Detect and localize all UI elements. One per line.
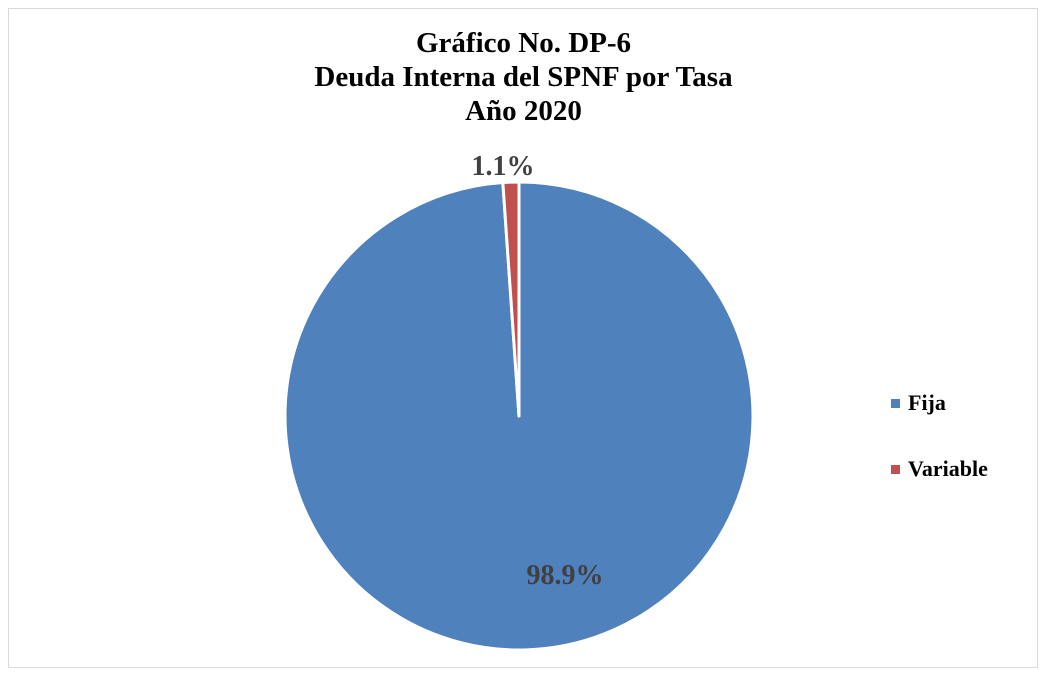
legend-swatch-variable [891,464,900,474]
chart-title-line-3: Año 2020 [465,95,582,127]
legend-swatch-fija [891,398,900,408]
pie-slices [283,180,755,652]
chart-legend: Fija Variable [891,388,988,520]
chart-title-line-1: Gráfico No. DP-6 [415,27,632,59]
legend-label-variable: Variable [908,456,988,481]
chart-title-line-2: Deuda Interna del SPNF por Tasa [314,61,733,93]
pie-slice-variable [501,180,521,418]
slice-label-fija: 98.9% [527,560,604,591]
legend-item-variable: Variable [891,454,988,484]
legend-label-fija: Fija [908,390,946,415]
slice-label-variable: 1.1% [472,151,535,182]
legend-item-fija: Fija [891,388,988,418]
chart-title: Gráfico No. DP-6 Deuda Interna del SPNF … [0,26,1047,128]
